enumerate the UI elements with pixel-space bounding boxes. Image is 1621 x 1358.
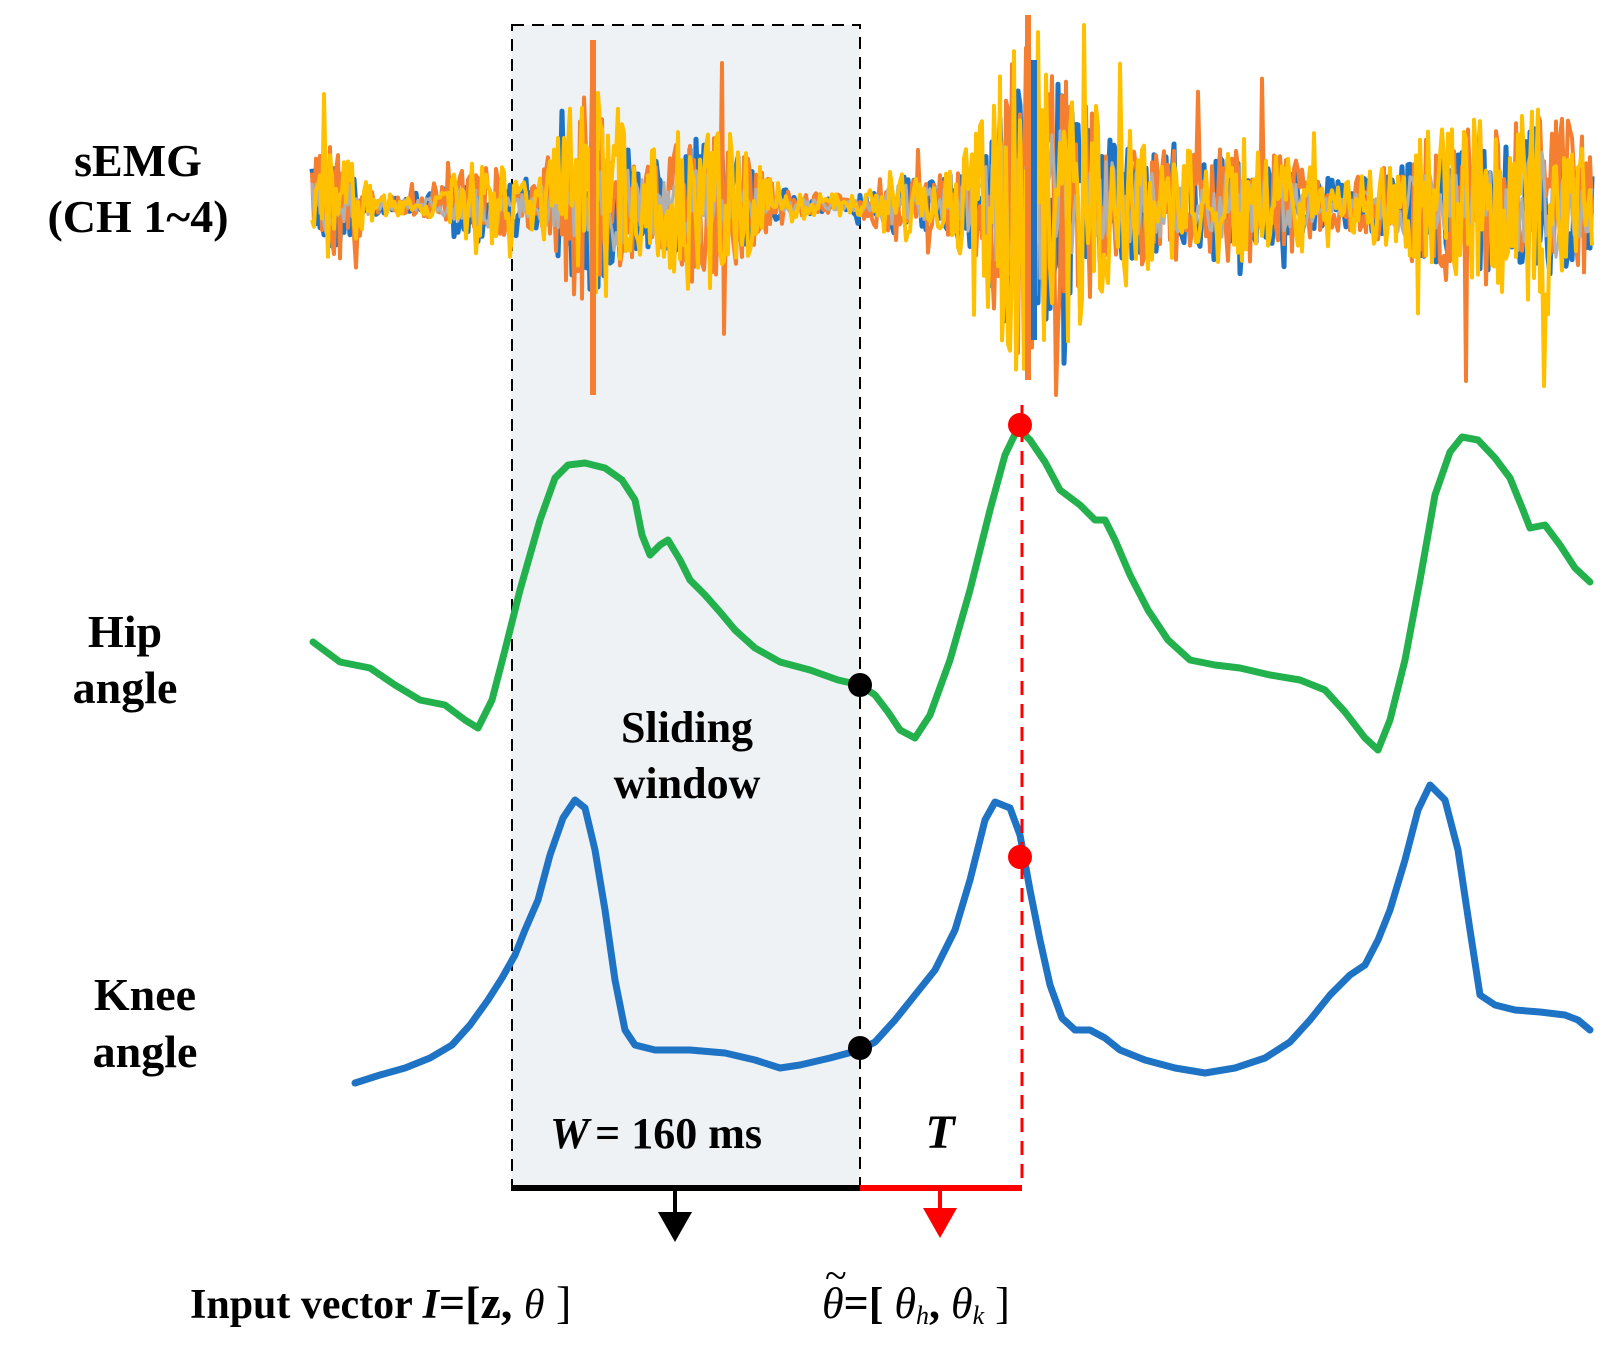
knee-angle-curve	[351, 781, 1594, 1087]
hip-label-line2: angle	[73, 662, 178, 713]
hip-current-point	[848, 673, 872, 697]
hip-predicted-point	[1008, 413, 1032, 437]
input-var: I	[422, 1282, 441, 1328]
semg-label-line1: sEMG	[74, 135, 202, 186]
output-k-sub: k	[973, 1301, 985, 1330]
sliding-window-label-line2: window	[614, 759, 761, 808]
window-size-label: W = 160 ms	[550, 1109, 762, 1158]
horizon-label: T	[925, 1106, 956, 1159]
window-size-var: W	[550, 1109, 592, 1158]
knee-predicted-point	[1008, 845, 1032, 869]
output-theta-h: θ	[894, 1279, 916, 1328]
input-prefix: Input vector	[190, 1282, 423, 1328]
sliding-window-label-line1: Sliding	[621, 703, 753, 752]
svg-text:θ=[ θh, θk ]: θ=[ θh, θk ]	[822, 1279, 1010, 1330]
knee-label-line1: Knee	[94, 969, 196, 1020]
semg-label-line2: (CH 1~4)	[47, 191, 228, 242]
input-arrow	[658, 1190, 692, 1242]
semg-signals	[309, 15, 1595, 397]
output-close: ]	[984, 1279, 1010, 1328]
knee-current-point	[848, 1036, 872, 1060]
output-comma: ,	[929, 1279, 951, 1328]
output-arrow	[923, 1190, 957, 1238]
window-size-value: = 160 ms	[595, 1109, 762, 1158]
input-vector-label: Input vector I=[z, θ ]	[190, 1277, 571, 1328]
input-theta: θ	[524, 1282, 545, 1328]
hip-label-line1: Hip	[88, 606, 162, 657]
output-eq: =[	[844, 1279, 895, 1328]
input-close: ]	[545, 1277, 572, 1328]
output-theta: θ	[822, 1279, 844, 1328]
semg-channel-4-trace	[310, 23, 1594, 388]
input-eq: =[z,	[439, 1277, 524, 1328]
output-vector-label: ~ θ=[ θh, θk ]	[822, 1253, 1010, 1330]
output-theta-k: θ	[951, 1279, 973, 1328]
hip-angle-curve	[309, 424, 1594, 754]
knee-label-line2: angle	[93, 1026, 198, 1077]
output-h-sub: h	[916, 1301, 929, 1330]
tilde-mark: ~	[825, 1253, 847, 1298]
